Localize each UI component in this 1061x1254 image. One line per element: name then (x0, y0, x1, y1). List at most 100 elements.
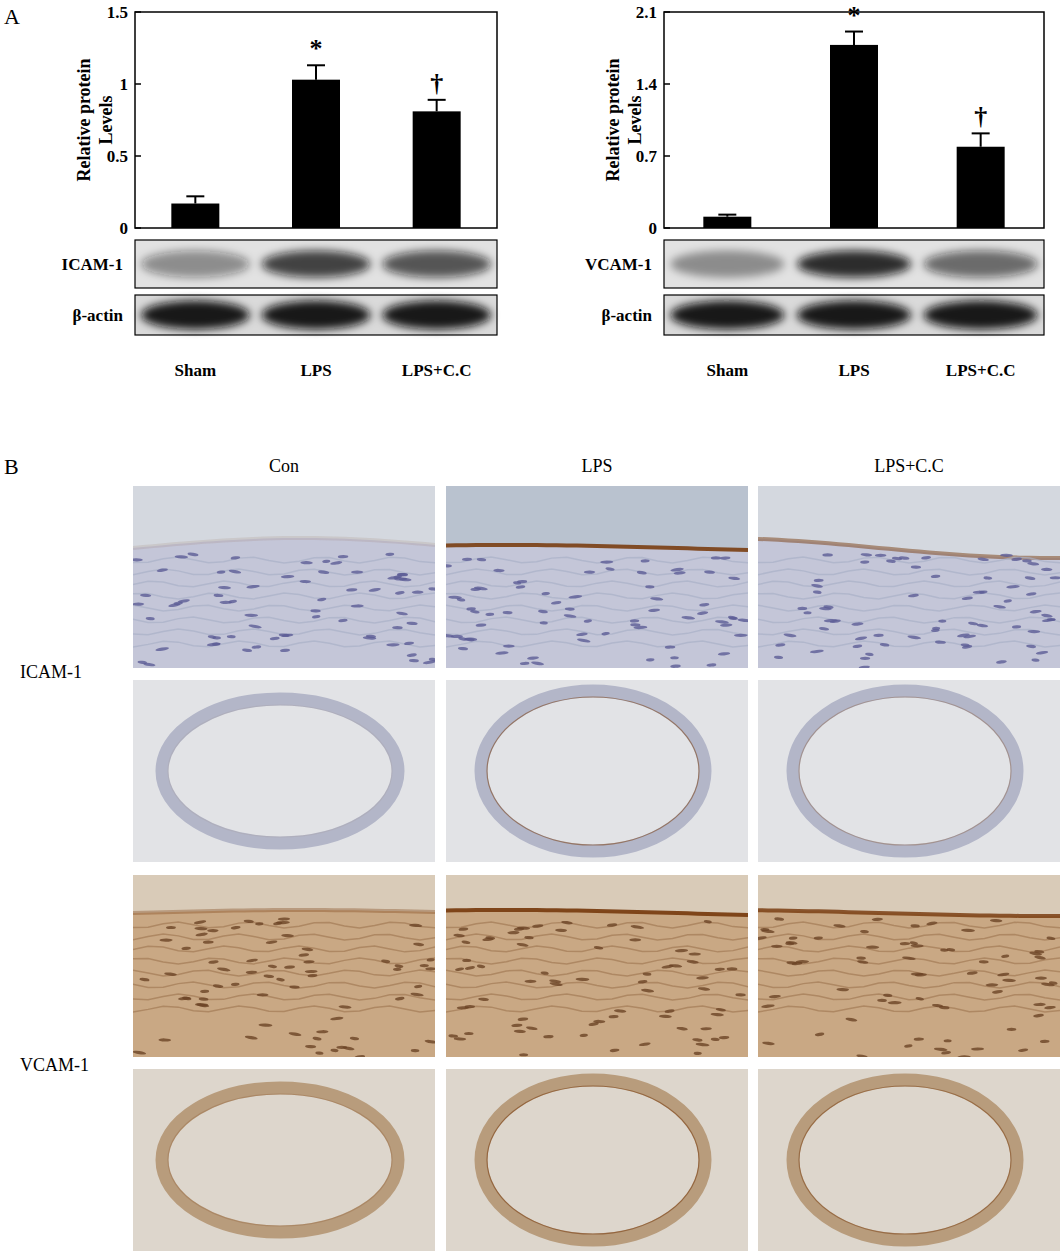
nucleus (938, 619, 946, 622)
nucleus (146, 617, 155, 621)
fiber (758, 617, 1060, 623)
fiber (446, 629, 748, 635)
nucleus (516, 585, 526, 589)
blot-frame (135, 295, 497, 335)
nucleus (638, 980, 648, 984)
nucleus (268, 964, 277, 968)
nucleus (910, 924, 919, 928)
nucleus (643, 972, 652, 976)
nucleus (758, 936, 767, 941)
nucleus (935, 640, 946, 644)
nucleus (1027, 630, 1040, 634)
nucleus (865, 652, 874, 656)
nucleus (785, 942, 794, 946)
nucleus (915, 997, 924, 1002)
nucleus (576, 632, 588, 637)
nucleus (524, 980, 536, 983)
histology-ring (133, 1069, 435, 1251)
nucleus (207, 929, 218, 932)
nucleus (719, 1036, 730, 1040)
nucleus (888, 1001, 902, 1005)
chart: Relative proteinLevels00.511.5*†ICAM-1β-… (62, 3, 497, 380)
nucleus (305, 970, 318, 973)
nucleus (738, 618, 748, 622)
nucleus (244, 613, 258, 617)
nucleus (368, 587, 381, 592)
nucleus (527, 656, 539, 660)
fiber (758, 946, 1060, 952)
nucleus (159, 938, 172, 941)
nucleus (900, 942, 910, 945)
nucleus (338, 555, 349, 558)
nucleus (561, 920, 573, 925)
nucleus (246, 584, 260, 589)
vessel-lumen-edge (799, 1086, 1011, 1234)
error-stem (315, 65, 317, 79)
nucleus (675, 949, 688, 953)
nucleus (659, 1015, 672, 1019)
nucleus (1033, 1003, 1046, 1007)
nucleus (1018, 1048, 1028, 1052)
nucleus (681, 616, 695, 620)
vessel-ring (793, 691, 1017, 851)
nucleus (478, 997, 489, 1001)
nucleus (859, 665, 870, 668)
nucleus (426, 958, 434, 962)
nucleus (175, 555, 189, 559)
nucleus (458, 637, 467, 641)
nucleus (811, 583, 823, 588)
nucleus (420, 964, 429, 967)
nucleus (769, 994, 781, 998)
nucleus (212, 636, 220, 640)
nucleus (409, 923, 423, 927)
column-header: Con (269, 456, 299, 476)
y-tick (135, 155, 141, 157)
nucleus (543, 1035, 553, 1039)
nucleus (133, 1050, 146, 1055)
nucleus (962, 644, 973, 649)
vessel-lumen-edge (799, 697, 1011, 845)
error-cap (972, 132, 990, 134)
nucleus (551, 600, 562, 605)
nucleus (1034, 955, 1046, 960)
nucleus (855, 636, 868, 641)
nucleus (911, 565, 921, 568)
error-cap (186, 195, 204, 197)
nucleus (140, 593, 151, 597)
nucleus (214, 594, 224, 598)
nucleus (217, 967, 231, 972)
fiber (133, 994, 435, 1000)
nucleus (195, 932, 208, 937)
nucleus (822, 553, 833, 556)
nucleus (851, 622, 863, 626)
blot-bands (141, 251, 491, 278)
nucleus (181, 946, 191, 950)
section-background (446, 875, 748, 1057)
error-cap (718, 214, 736, 216)
nucleus (1041, 568, 1052, 571)
significance-mark: † (974, 102, 987, 131)
vessel-lumen-edge (487, 697, 699, 845)
fiber (758, 641, 1060, 647)
tissue (133, 910, 435, 1057)
ring-background (446, 1069, 748, 1251)
nucleus (789, 936, 798, 940)
nucleus (1034, 950, 1044, 954)
nucleus (396, 611, 408, 616)
nucleus (783, 633, 796, 638)
nucleus (797, 607, 807, 610)
ring-background (133, 1069, 435, 1251)
nucleus (852, 644, 862, 648)
nucleus (395, 591, 405, 595)
nucleus (381, 959, 391, 963)
nucleus (696, 976, 709, 980)
nucleus (242, 648, 252, 652)
nucleus (860, 657, 870, 660)
nucleus (187, 552, 198, 557)
nucleus (366, 634, 376, 638)
y-tick (664, 83, 670, 85)
nucleus (139, 977, 149, 981)
vessel-ring (162, 1088, 398, 1232)
nucleus (470, 587, 481, 591)
nucleus (540, 621, 548, 624)
